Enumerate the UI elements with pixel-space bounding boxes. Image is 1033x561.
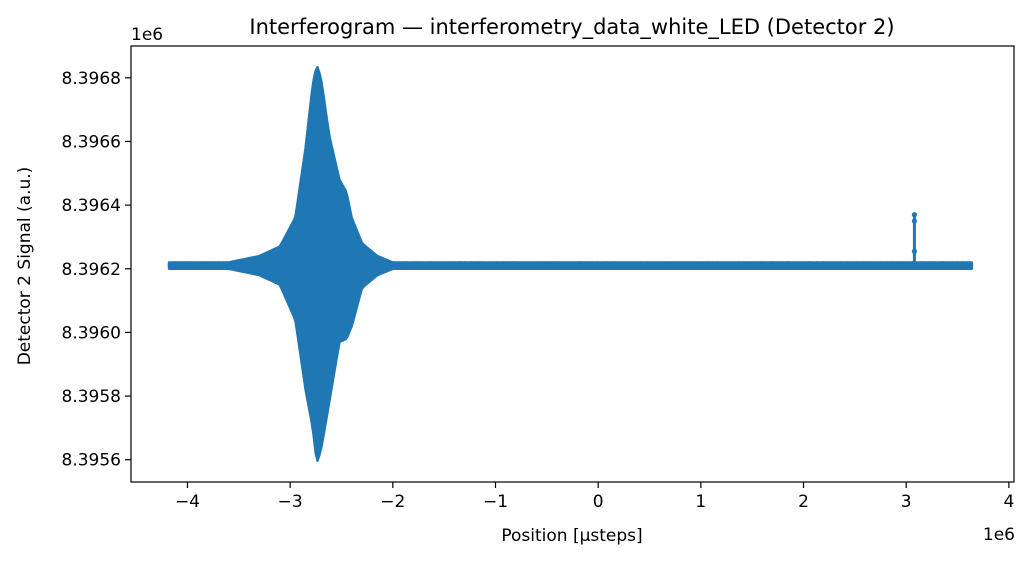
spike-point bbox=[911, 248, 918, 254]
x-axis-label: Position [µsteps] bbox=[501, 526, 642, 546]
plot-data-layer bbox=[167, 66, 974, 462]
y-tick-label: 8.3958 bbox=[62, 387, 121, 407]
series-envelope bbox=[167, 66, 974, 462]
x-tick-label: 3 bbox=[901, 492, 912, 512]
x-tick-label: −3 bbox=[278, 492, 303, 512]
y-tick-label: 8.3966 bbox=[62, 132, 121, 152]
x-tick-label: −4 bbox=[175, 492, 200, 512]
y-tick-label: 8.3960 bbox=[62, 323, 121, 343]
x-tick-label: 4 bbox=[1003, 492, 1014, 512]
axis-ticks-layer: −4 −3 −2 −1 0 1 2 3 4 8.3956 8.3958 8.3960 8.3962 8.3… bbox=[62, 69, 1015, 512]
y-tick-label: 8.3968 bbox=[62, 69, 121, 89]
spike-point bbox=[911, 212, 918, 218]
plot-frame bbox=[130, 45, 1015, 483]
x-tick-label: 0 bbox=[593, 492, 604, 512]
y-tick-label: 8.3964 bbox=[62, 196, 121, 216]
y-tick-label: 8.3962 bbox=[62, 260, 121, 280]
x-offset-label: 1e6 bbox=[983, 525, 1015, 545]
x-tick-label: −1 bbox=[483, 492, 508, 512]
x-tick-label: 2 bbox=[798, 492, 809, 512]
y-tick-label: 8.3956 bbox=[62, 451, 121, 471]
chart-title: Interferogram — interferometry_data_whit… bbox=[249, 15, 894, 40]
x-tick-label: 1 bbox=[695, 492, 706, 512]
x-tick-label: −2 bbox=[380, 492, 405, 512]
spike-point bbox=[911, 218, 918, 224]
y-offset-label: 1e6 bbox=[131, 25, 163, 45]
y-axis-label: Detector 2 Signal (a.u.) bbox=[15, 167, 35, 366]
